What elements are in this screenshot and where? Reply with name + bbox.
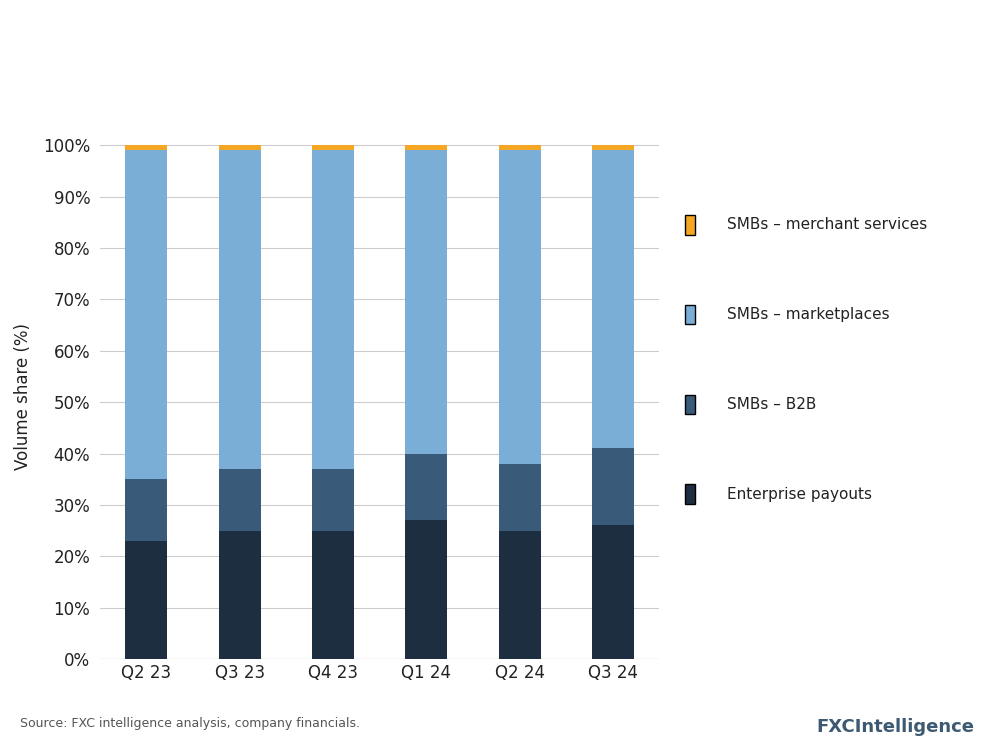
Text: FXCIntelligence: FXCIntelligence — [816, 718, 974, 736]
Bar — [592, 526, 634, 659]
Bar — [312, 469, 354, 530]
Bar — [312, 530, 354, 659]
FancyBboxPatch shape — [685, 395, 695, 414]
FancyBboxPatch shape — [685, 485, 695, 504]
Bar — [125, 151, 167, 479]
Bar — [592, 449, 634, 526]
Bar — [406, 145, 448, 151]
Bar — [125, 541, 167, 659]
Bar — [592, 151, 634, 449]
Bar — [499, 151, 540, 464]
Bar — [312, 145, 354, 151]
Bar — [219, 145, 261, 151]
Bar — [125, 145, 167, 151]
Text: Marketplaces make up majority of Payoneer’s volume: Marketplaces make up majority of Payonee… — [18, 23, 751, 47]
Text: Source: FXC intelligence analysis, company financials.: Source: FXC intelligence analysis, compa… — [20, 718, 360, 730]
Bar — [219, 469, 261, 530]
Bar — [592, 145, 634, 151]
FancyBboxPatch shape — [685, 215, 695, 234]
Bar — [406, 453, 448, 521]
Bar — [312, 151, 354, 469]
Text: Enterprise payouts: Enterprise payouts — [727, 487, 872, 502]
Bar — [499, 464, 540, 530]
Text: SMBs – B2B: SMBs – B2B — [727, 397, 816, 412]
Bar — [406, 521, 448, 659]
FancyBboxPatch shape — [685, 305, 695, 324]
Bar — [125, 479, 167, 541]
Bar — [499, 530, 540, 659]
Bar — [406, 151, 448, 453]
Bar — [219, 530, 261, 659]
Bar — [499, 145, 540, 151]
Bar — [219, 151, 261, 469]
Text: SMBs – marketplaces: SMBs – marketplaces — [727, 307, 890, 322]
Text: SMBs – merchant services: SMBs – merchant services — [727, 217, 927, 232]
Y-axis label: Volume share (%): Volume share (%) — [14, 324, 32, 470]
Text: Payoneer quarterly volume share by customer segment, 2023-2024: Payoneer quarterly volume share by custo… — [18, 79, 611, 97]
